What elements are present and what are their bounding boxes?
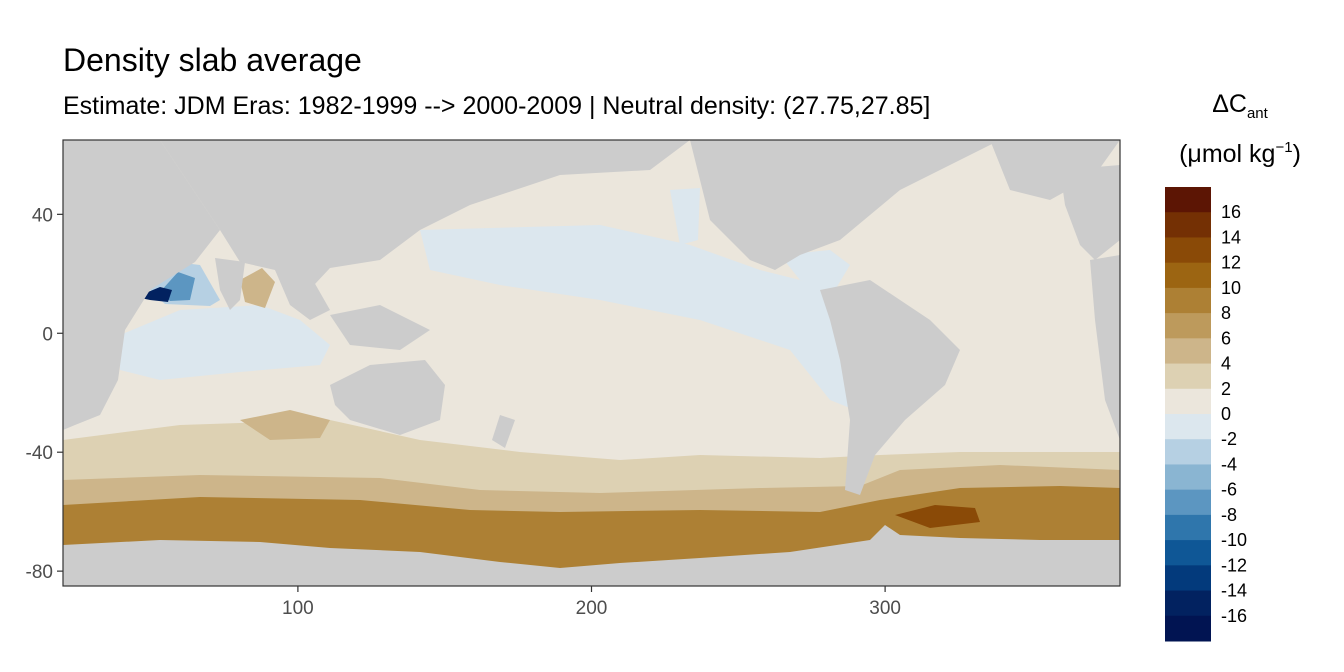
legend-colorbar [1165,187,1211,642]
legend-swatch [1165,313,1211,339]
x-tick-label: 100 [282,598,314,619]
legend-label: 10 [1221,278,1241,298]
legend-swatch [1165,540,1211,566]
legend-label: -12 [1221,555,1247,575]
legend-swatch [1165,237,1211,264]
eurasia [160,140,690,300]
y-tick-label: 0 [42,324,53,345]
red-sea-outflow [136,287,172,302]
legend-label: -8 [1221,505,1237,525]
legend-swatch [1165,287,1211,314]
legend-swatch [1165,262,1211,289]
north-america [690,140,1000,270]
south-america [820,280,960,495]
australia [330,360,445,435]
india [215,258,245,310]
indian-ridge-patch [240,410,330,440]
legend: ΔCant (μmol kg−1) 16 14 12 10 8 6 4 2 0 -2 -4 -6 -8 -… [1165,90,1301,642]
southeast-asia [275,270,330,320]
legend-label: 12 [1221,253,1241,273]
legend-label: -14 [1221,581,1247,601]
y-tick-label: -80 [26,562,53,583]
x-axis: 100 200 300 [282,586,901,619]
bay-of-bengal-pos [240,268,275,308]
legend-label: 4 [1221,354,1231,374]
legend-label: -4 [1221,454,1237,474]
caribbean-neg [780,250,850,290]
chart-title: Density slab average [63,42,362,78]
legend-unit: (μmol kg−1) [1179,139,1301,168]
legend-label: 16 [1221,202,1241,222]
legend-swatch [1165,439,1211,465]
new-zealand [492,415,515,448]
legend-label: 0 [1221,404,1231,424]
legend-label: 14 [1221,227,1241,247]
legend-swatch [1165,464,1211,491]
greenland [990,140,1120,200]
y-tick-label: 40 [32,205,53,226]
legend-label: 6 [1221,328,1231,348]
x-tick-label: 300 [869,598,901,619]
y-tick-label: -40 [26,443,53,464]
y-axis: 40 0 -40 -80 [26,205,63,583]
legend-label: -10 [1221,530,1247,550]
antarctica [63,525,1120,586]
land-masses [63,140,1120,495]
legend-swatch [1165,565,1211,592]
legend-label: -16 [1221,606,1247,626]
equatorial-pacific-neg [420,225,855,410]
europe-west [1060,165,1120,260]
chart-subtitle: Estimate: JDM Eras: 1982-1999 --> 2000-2… [63,92,931,120]
weddell-max [895,505,980,528]
legend-swatch [1165,212,1211,238]
africa [63,140,220,430]
legend-label: -2 [1221,429,1237,449]
legend-swatch [1165,615,1211,642]
maritime-asia [330,305,430,350]
legend-label: -6 [1221,480,1237,500]
legend-swatch [1165,514,1211,541]
legend-swatch [1165,363,1211,390]
legend-labels: 16 14 12 10 8 6 4 2 0 -2 -4 -6 -8 -10 -12 -14 -16 [1221,202,1247,626]
legend-swatch [1165,338,1211,365]
legend-swatch [1165,187,1211,213]
legend-swatch [1165,388,1211,415]
legend-swatch [1165,590,1211,617]
legend-swatch [1165,489,1211,516]
north-pacific-neg [670,188,700,245]
west-africa-east-edge [1090,255,1120,440]
map-panel [62,139,1121,587]
legend-label: 8 [1221,303,1231,323]
legend-swatch [1165,414,1211,440]
x-tick-label: 200 [576,598,608,619]
legend-title: ΔCant [1212,90,1268,122]
equatorial-indian-neg [120,305,330,380]
legend-label: 2 [1221,379,1231,399]
